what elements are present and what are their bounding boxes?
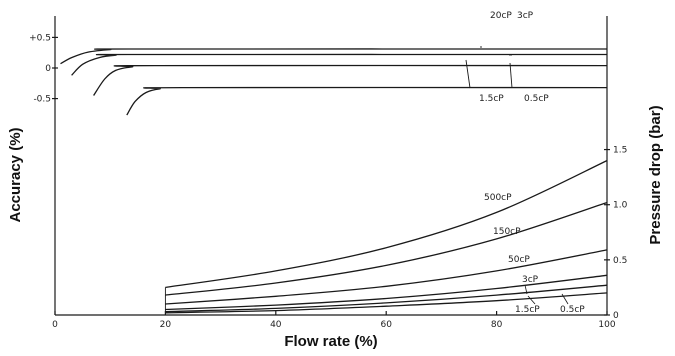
right-y-tick-label: 1.5 (613, 146, 627, 156)
pressure-curve-label: 150cP (493, 227, 521, 237)
pressure-curve-label: 500cP (484, 193, 512, 203)
right-y-axis-title: Pressure drop (bar) (647, 105, 664, 244)
accuracy-label-leader (465, 59, 471, 89)
x-tick-label: 60 (380, 320, 392, 330)
x-tick-label: 0 (52, 320, 58, 330)
left-y-tick-label: +0.5 (29, 33, 51, 43)
pressure-curve-3cP (165, 274, 608, 311)
accuracy-curve-label: 3cP (517, 11, 534, 21)
left-y-axis-title: Accuracy (%) (7, 127, 24, 222)
x-tick-label: 40 (270, 320, 282, 330)
pressure-curve-label: 0.5cP (560, 305, 585, 315)
pressure-curve-50cP (165, 249, 608, 305)
right-y-tick-label: 1.0 (613, 201, 628, 211)
right-y-tick-label: 0 (613, 311, 619, 321)
pressure-curve-label: 50cP (508, 255, 530, 265)
accuracy-curve-label: 0.5cP (524, 94, 549, 104)
accuracy-curve-label: 1.5cP (479, 94, 504, 104)
pressure-curve-500cP (165, 160, 608, 289)
accuracy-curve-0-5cP (126, 86, 608, 116)
accuracy-curve-label: 20cP (490, 11, 512, 21)
accuracy-curve-3cP (71, 53, 608, 76)
pressure-curve-150cP (165, 201, 608, 296)
right-y-tick-label: 0.5 (613, 256, 627, 266)
accuracy-curve-20cP (60, 48, 608, 65)
pressure-curve-1-5cP (165, 284, 608, 313)
pressure-curve-label: 3cP (522, 275, 539, 285)
accuracy-curve-1-5cP (93, 64, 608, 96)
x-tick-label: 20 (160, 320, 172, 330)
accuracy-label-leader (509, 62, 513, 89)
x-tick-label: 100 (598, 320, 615, 330)
left-y-tick-label: -0.5 (33, 95, 51, 105)
pressure-label-leader (561, 293, 569, 305)
x-axis-title: Flow rate (%) (284, 333, 377, 350)
pressure-label-leader (527, 295, 536, 305)
left-y-tick-label: 0 (45, 64, 51, 74)
pressure-curve-label: 1.5cP (515, 305, 540, 315)
pressure-curve-0-5cP (165, 292, 608, 314)
pressure-label-leader (524, 284, 528, 295)
x-tick-label: 80 (491, 320, 503, 330)
